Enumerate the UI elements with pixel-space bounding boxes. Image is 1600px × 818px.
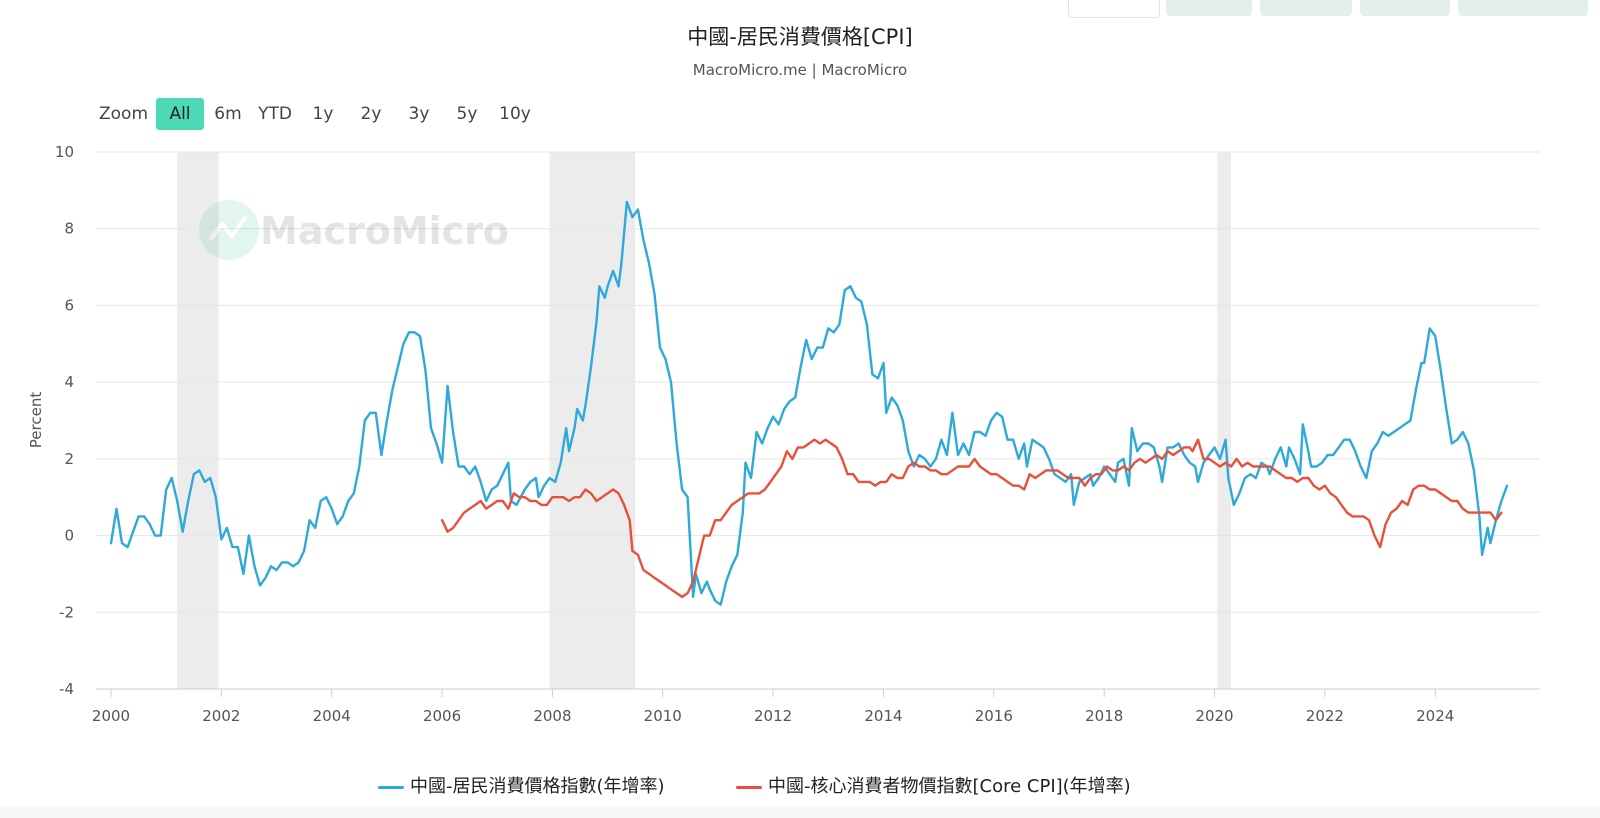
x-axis-ticks: 2000 2002 2004 2006 2008 2010 2012 2014 2016 2018… — [92, 688, 1540, 725]
legend-swatch-core-cpi — [736, 785, 762, 789]
x-tick-label: 2016 — [975, 707, 1013, 725]
toolbar-button-partial-1[interactable] — [1068, 0, 1160, 18]
x-tick-label: 2010 — [644, 707, 682, 725]
watermark-text: MacroMicro — [260, 209, 509, 253]
chart-title: 中國-居民消費價格[CPI] — [687, 25, 913, 49]
x-tick-label: 2002 — [202, 707, 240, 725]
y-axis-label: Percent — [27, 392, 45, 449]
legend-label-cpi: 中國-居民消費價格指數(年增率) — [410, 776, 665, 797]
y-tick-label: 0 — [64, 527, 74, 545]
series-line-cpi[interactable] — [109, 200, 1509, 606]
bottom-strip — [0, 806, 1600, 818]
zoom-button-1y[interactable]: 1y — [312, 104, 334, 124]
x-tick-label: 2024 — [1416, 707, 1454, 725]
zoom-button-3y[interactable]: 3y — [408, 104, 430, 124]
legend-item-core-cpi[interactable]: 中國-核心消費者物價指數[Core CPI](年增率) — [736, 772, 1131, 798]
recession-shading — [177, 152, 1232, 689]
series-lines — [109, 200, 1509, 606]
y-tick-label: 4 — [64, 373, 74, 391]
y-tick-label: 10 — [55, 143, 74, 161]
y-tick-label: -4 — [59, 680, 74, 698]
y-tick-label: -2 — [59, 603, 74, 621]
recession-band-0 — [177, 152, 219, 689]
toolbar-button-partial-3[interactable] — [1260, 0, 1352, 16]
x-tick-label: 2018 — [1085, 707, 1123, 725]
series-line-core-cpi[interactable] — [440, 438, 1503, 599]
x-tick-label: 2014 — [864, 707, 902, 725]
x-tick-label: 2012 — [754, 707, 792, 725]
toolbar-button-partial-4[interactable] — [1360, 0, 1450, 16]
legend-item-cpi[interactable]: 中國-居民消費價格指數(年增率) — [378, 772, 665, 798]
y-tick-label: 6 — [64, 296, 74, 314]
y-axis-ticks: -4 -2 0 2 4 6 8 10 — [55, 143, 74, 698]
watermark: MacroMicro — [199, 200, 509, 260]
x-tick-label: 2004 — [313, 707, 351, 725]
chart-gridlines — [96, 151, 1540, 690]
x-tick-label: 2022 — [1306, 707, 1344, 725]
recession-band-1 — [549, 152, 636, 689]
y-tick-label: 8 — [64, 220, 74, 238]
zoom-button-all[interactable]: All — [156, 98, 204, 130]
legend-label-core-cpi: 中國-核心消費者物價指數[Core CPI](年增率) — [768, 776, 1131, 797]
recession-band-2 — [1217, 152, 1232, 689]
zoom-button-ytd[interactable]: YTD — [258, 104, 292, 124]
watermark-logo-mark — [208, 214, 248, 242]
x-tick-label: 2000 — [92, 707, 130, 725]
x-tick-label: 2008 — [533, 707, 571, 725]
toolbar-button-partial-5[interactable] — [1458, 0, 1588, 16]
zoom-button-2y[interactable]: 2y — [360, 104, 382, 124]
zoom-button-6m[interactable]: 6m — [214, 104, 242, 124]
zoom-label: Zoom — [99, 104, 149, 124]
chart-subtitle: MacroMicro.me | MacroMicro — [692, 61, 908, 79]
x-tick-label: 2020 — [1195, 707, 1233, 725]
toolbar-button-partial-2[interactable] — [1166, 0, 1252, 16]
x-tick-label: 2006 — [423, 707, 461, 725]
zoom-button-5y[interactable]: 5y — [456, 104, 478, 124]
watermark-logo-icon — [199, 200, 259, 260]
zoom-button-10y[interactable]: 10y — [499, 104, 531, 124]
legend-swatch-cpi — [378, 785, 404, 789]
y-tick-label: 2 — [64, 450, 74, 468]
